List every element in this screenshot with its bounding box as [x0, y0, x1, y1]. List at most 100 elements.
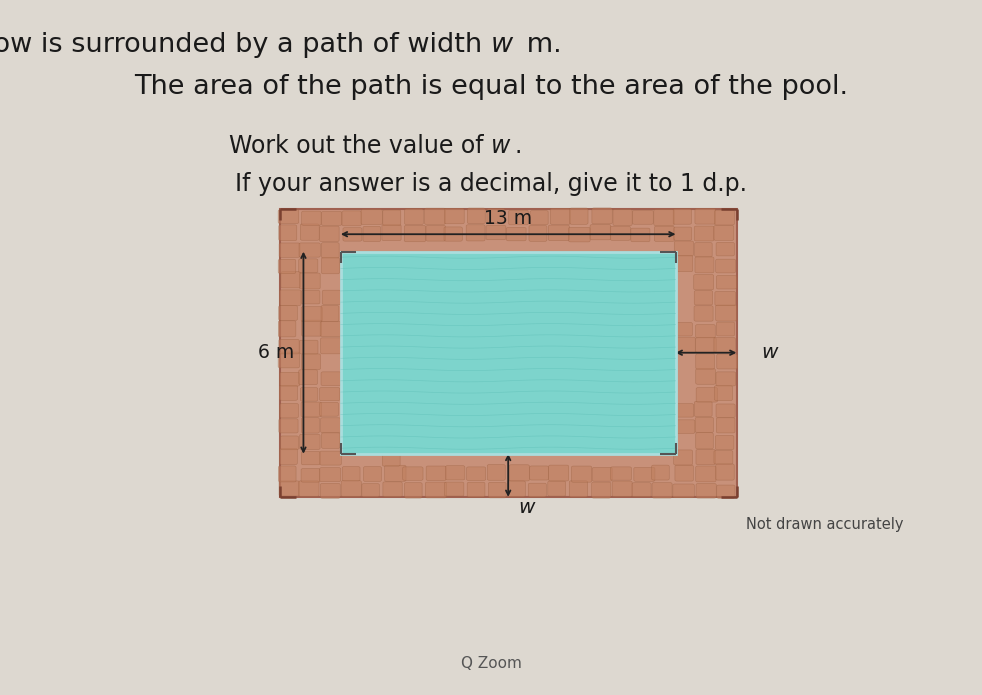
FancyBboxPatch shape: [467, 482, 485, 497]
FancyBboxPatch shape: [654, 226, 675, 241]
FancyBboxPatch shape: [674, 209, 691, 224]
Text: 13 m: 13 m: [484, 209, 532, 229]
FancyBboxPatch shape: [570, 481, 587, 497]
FancyBboxPatch shape: [676, 404, 693, 417]
Text: Q Zoom: Q Zoom: [461, 656, 521, 671]
FancyBboxPatch shape: [632, 211, 653, 224]
FancyBboxPatch shape: [299, 259, 318, 272]
FancyBboxPatch shape: [694, 291, 713, 305]
FancyBboxPatch shape: [714, 338, 736, 352]
FancyBboxPatch shape: [320, 451, 342, 465]
FancyBboxPatch shape: [612, 481, 632, 497]
FancyBboxPatch shape: [592, 482, 611, 498]
FancyBboxPatch shape: [487, 208, 505, 224]
FancyBboxPatch shape: [279, 481, 300, 496]
Text: w: w: [761, 343, 778, 362]
FancyBboxPatch shape: [300, 434, 320, 450]
FancyBboxPatch shape: [279, 243, 300, 257]
FancyBboxPatch shape: [320, 338, 342, 354]
FancyBboxPatch shape: [694, 226, 714, 241]
FancyBboxPatch shape: [652, 465, 670, 480]
FancyBboxPatch shape: [321, 433, 340, 448]
FancyBboxPatch shape: [694, 306, 713, 321]
FancyBboxPatch shape: [467, 208, 485, 224]
FancyBboxPatch shape: [716, 418, 735, 433]
Text: The area of the path is equal to the area of the pool.: The area of the path is equal to the are…: [134, 74, 848, 100]
Bar: [280, 208, 736, 497]
FancyBboxPatch shape: [278, 259, 296, 274]
FancyBboxPatch shape: [403, 467, 423, 480]
FancyBboxPatch shape: [507, 227, 526, 240]
Text: w: w: [491, 134, 511, 158]
FancyBboxPatch shape: [321, 305, 339, 322]
FancyBboxPatch shape: [301, 306, 322, 322]
FancyBboxPatch shape: [695, 417, 714, 432]
FancyBboxPatch shape: [652, 482, 672, 498]
FancyBboxPatch shape: [715, 436, 734, 450]
FancyBboxPatch shape: [613, 209, 632, 226]
FancyBboxPatch shape: [320, 322, 341, 336]
FancyBboxPatch shape: [321, 258, 340, 274]
FancyBboxPatch shape: [508, 481, 525, 497]
FancyBboxPatch shape: [319, 226, 339, 242]
FancyBboxPatch shape: [715, 210, 735, 225]
FancyBboxPatch shape: [693, 275, 714, 290]
FancyBboxPatch shape: [530, 211, 548, 224]
FancyBboxPatch shape: [385, 465, 406, 482]
FancyBboxPatch shape: [383, 482, 403, 497]
FancyBboxPatch shape: [528, 483, 546, 497]
FancyBboxPatch shape: [694, 401, 712, 416]
FancyBboxPatch shape: [675, 420, 695, 434]
FancyBboxPatch shape: [486, 225, 506, 240]
FancyBboxPatch shape: [301, 468, 320, 482]
FancyBboxPatch shape: [426, 225, 446, 241]
Text: The rectangular pool below is surrounded by a path of width: The rectangular pool below is surrounded…: [0, 32, 491, 58]
FancyBboxPatch shape: [592, 208, 612, 224]
FancyBboxPatch shape: [363, 466, 381, 482]
FancyBboxPatch shape: [301, 402, 322, 417]
FancyBboxPatch shape: [675, 241, 693, 256]
FancyBboxPatch shape: [281, 436, 299, 450]
FancyBboxPatch shape: [488, 482, 506, 498]
FancyBboxPatch shape: [548, 481, 566, 496]
FancyBboxPatch shape: [278, 466, 296, 482]
FancyBboxPatch shape: [630, 228, 650, 242]
FancyBboxPatch shape: [716, 305, 736, 321]
FancyBboxPatch shape: [280, 373, 300, 386]
FancyBboxPatch shape: [592, 468, 612, 481]
FancyBboxPatch shape: [487, 464, 506, 480]
Text: Not drawn accurately: Not drawn accurately: [746, 517, 903, 532]
FancyBboxPatch shape: [280, 290, 301, 306]
FancyBboxPatch shape: [633, 467, 655, 482]
FancyBboxPatch shape: [279, 306, 298, 320]
FancyBboxPatch shape: [301, 291, 320, 304]
FancyBboxPatch shape: [279, 386, 298, 400]
FancyBboxPatch shape: [320, 402, 339, 416]
Text: .: .: [515, 134, 522, 158]
FancyBboxPatch shape: [695, 208, 716, 224]
Text: Work out the value of: Work out the value of: [229, 134, 491, 158]
FancyBboxPatch shape: [509, 465, 529, 481]
FancyBboxPatch shape: [675, 465, 693, 481]
FancyBboxPatch shape: [695, 257, 714, 273]
FancyBboxPatch shape: [278, 210, 299, 224]
FancyBboxPatch shape: [301, 320, 322, 336]
FancyBboxPatch shape: [445, 482, 464, 496]
FancyBboxPatch shape: [321, 211, 342, 225]
FancyBboxPatch shape: [696, 484, 716, 498]
FancyBboxPatch shape: [301, 211, 321, 225]
FancyBboxPatch shape: [569, 227, 590, 242]
Text: 6 m: 6 m: [258, 343, 294, 362]
FancyBboxPatch shape: [300, 273, 320, 289]
FancyBboxPatch shape: [300, 341, 318, 354]
FancyBboxPatch shape: [343, 228, 362, 241]
FancyBboxPatch shape: [278, 321, 296, 337]
FancyBboxPatch shape: [716, 464, 735, 480]
FancyBboxPatch shape: [717, 354, 737, 369]
FancyBboxPatch shape: [300, 243, 320, 257]
FancyBboxPatch shape: [382, 453, 400, 466]
FancyBboxPatch shape: [572, 466, 592, 482]
FancyBboxPatch shape: [509, 210, 528, 224]
FancyBboxPatch shape: [361, 484, 379, 497]
FancyBboxPatch shape: [321, 243, 339, 258]
